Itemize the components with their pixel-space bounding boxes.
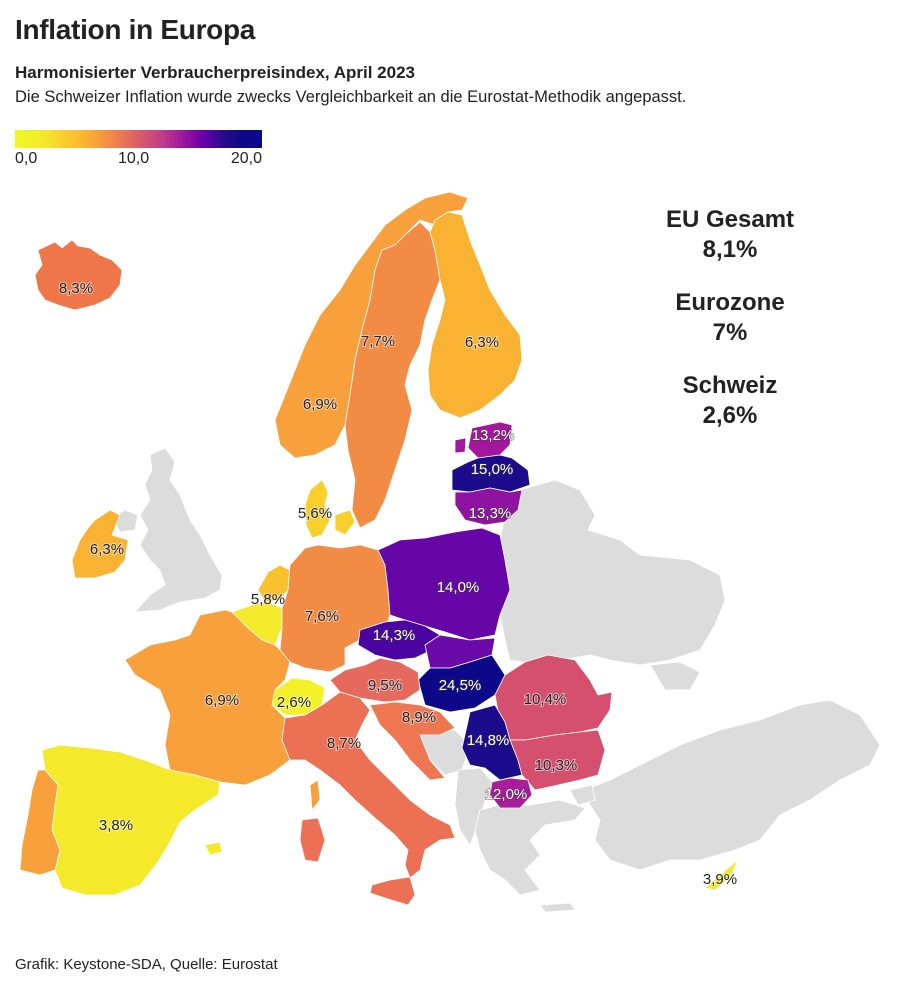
chart-subtitle: Harmonisierter Verbraucherpreisindex, Ap… <box>15 63 415 82</box>
aggregate-switzerland-value: 2,6% <box>702 402 758 429</box>
country-france[interactable] <box>124 609 291 786</box>
data-countries <box>19 191 739 906</box>
legend-ticks: 0,0 10,0 20,0 <box>15 148 262 170</box>
country-portugal[interactable] <box>19 769 61 876</box>
label-latvia: 15,0% <box>471 461 514 478</box>
country-bulgaria[interactable] <box>509 729 606 791</box>
country-estonia[interactable] <box>467 421 513 459</box>
color-legend: 0,0 10,0 20,0 <box>15 130 262 170</box>
label-sweden: 7,7% <box>361 333 395 350</box>
label-cyprus: 3,9% <box>703 871 737 888</box>
country-belarus-ukraine <box>494 479 726 666</box>
country-ireland[interactable] <box>71 509 129 579</box>
aggregate-switzerland: Schweiz 2,6% <box>620 371 840 431</box>
country-united-kingdom <box>134 447 223 613</box>
no-data-countries <box>111 447 881 913</box>
label-czechia: 14,3% <box>373 627 416 644</box>
label-spain: 3,8% <box>99 817 133 834</box>
value-labels: 8,3% 6,9% 7,7% 6,3% 13,2% 15,0% 13,3% 5,… <box>58 279 738 889</box>
country-balearic[interactable] <box>204 841 223 856</box>
aggregate-eu: EU Gesamt 8,1% <box>620 205 840 265</box>
label-hungary: 24,5% <box>439 677 482 694</box>
aggregate-eurozone-label: Eurozone <box>675 289 785 316</box>
country-north-macedonia[interactable] <box>489 777 533 809</box>
country-sicily[interactable] <box>369 876 416 906</box>
country-sardinia[interactable] <box>299 817 326 863</box>
label-ireland: 6,3% <box>90 541 124 558</box>
country-turkey-thrace <box>569 784 596 806</box>
label-italy: 8,7% <box>327 735 361 752</box>
label-denmark: 5,6% <box>298 505 332 522</box>
label-bulgaria: 10,3% <box>535 757 578 774</box>
country-cyprus[interactable] <box>704 859 739 891</box>
country-croatia-slovenia[interactable] <box>369 701 456 781</box>
label-france: 6,9% <box>205 692 239 709</box>
label-romania: 10,4% <box>524 691 567 708</box>
source-credit: Grafik: Keystone-SDA, Quelle: Eurostat <box>15 956 278 973</box>
country-greece <box>474 799 586 896</box>
country-crete <box>539 902 576 913</box>
label-germany: 7,6% <box>305 608 339 625</box>
country-estonia-islands[interactable] <box>454 437 467 454</box>
legend-mid-label: 10,0 <box>118 150 150 167</box>
country-finland[interactable] <box>427 211 523 419</box>
aggregate-switzerland-label: Schweiz <box>682 372 778 399</box>
country-iceland[interactable] <box>34 239 123 311</box>
aggregate-eu-label: EU Gesamt <box>665 206 795 233</box>
country-crimea <box>649 661 701 691</box>
country-lithuania[interactable] <box>454 487 523 526</box>
label-finland: 6,3% <box>465 334 499 351</box>
label-serbia: 14,8% <box>467 732 510 749</box>
label-lithuania: 13,3% <box>469 505 512 522</box>
legend-min-label: 0,0 <box>15 150 38 167</box>
legend-max-label: 20,0 <box>230 150 262 167</box>
chart-title: Inflation in Europa <box>15 14 256 45</box>
aggregate-eurozone-value: 7% <box>712 319 748 346</box>
aggregate-summary: EU Gesamt 8,1% Eurozone 7% Schweiz 2,6% <box>620 205 840 454</box>
aggregate-eurozone: Eurozone 7% <box>620 288 840 348</box>
country-corsica[interactable] <box>309 779 321 811</box>
aggregate-eu-value: 8,1% <box>702 236 758 263</box>
legend-gradient-bar <box>15 130 262 148</box>
label-croatia-slovenia: 8,9% <box>402 709 436 726</box>
label-estonia: 13,2% <box>472 427 515 444</box>
chart-note: Die Schweizer Inflation wurde zwecks Ver… <box>15 88 687 106</box>
country-denmark[interactable] <box>304 479 331 539</box>
label-austria: 9,5% <box>368 677 402 694</box>
country-italy[interactable] <box>281 691 456 879</box>
country-denmark-islands[interactable] <box>334 509 356 536</box>
country-poland[interactable] <box>377 527 511 641</box>
label-switzerland: 2,6% <box>277 694 311 711</box>
label-norway: 6,9% <box>303 396 337 413</box>
label-iceland: 8,3% <box>59 280 93 297</box>
label-poland: 14,0% <box>437 579 480 596</box>
label-north-macedonia: 12,0% <box>485 786 528 803</box>
country-turkey <box>584 699 881 871</box>
label-netherlands: 5,8% <box>251 591 285 608</box>
